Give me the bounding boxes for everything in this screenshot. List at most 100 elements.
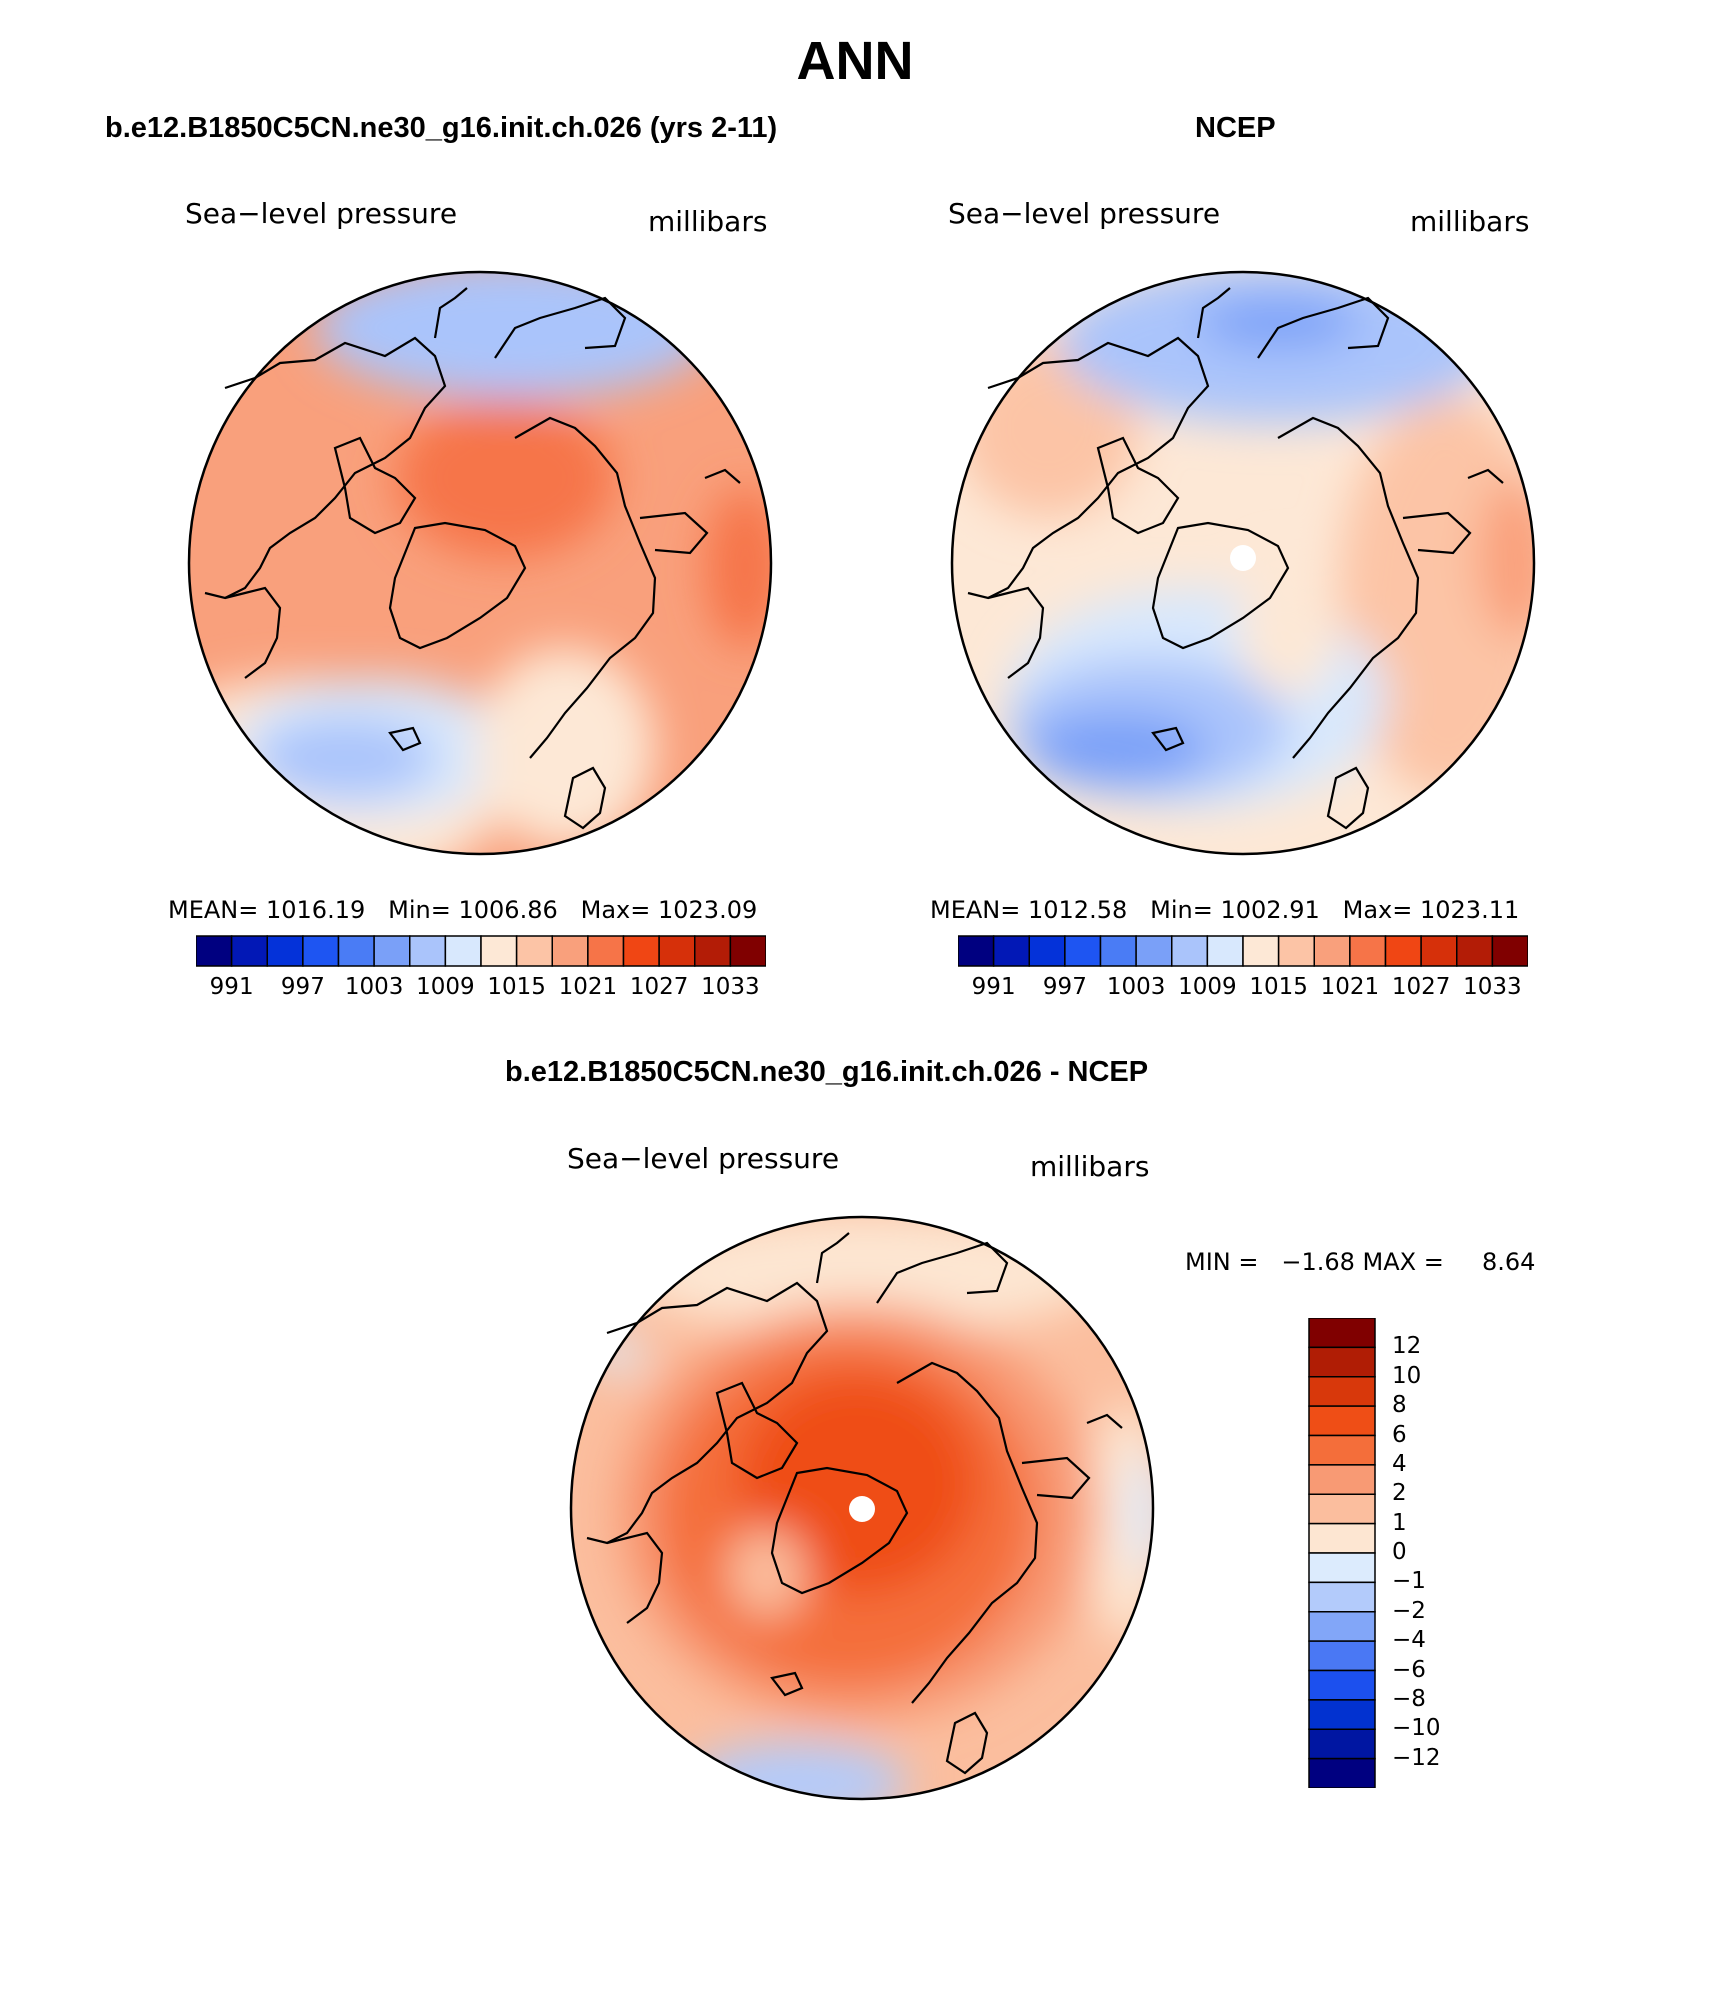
panel3-colorbar-tick-3: 6 <box>1392 1421 1407 1448</box>
panel2-colorbar-tick-0: 991 <box>971 974 1016 1000</box>
panel3-map-border <box>569 1215 1155 1801</box>
panel2-min-value: 1002.91 <box>1220 896 1320 924</box>
panel2-pole-missing <box>1230 545 1256 571</box>
panel2-field-icelandic-low <box>1028 713 1208 783</box>
panel3-minmax-text: MIN = −1.68 MAX = 8.64 <box>1185 1248 1536 1276</box>
panel1-min-value: 1006.86 <box>458 896 558 924</box>
panel3-colorbar-box-15 <box>1308 1757 1376 1788</box>
panel1-colorbar-ticks: 991 997 1003 1009 1015 1021 1027 1033 <box>196 974 766 1004</box>
panel3-colorbar-tick-11: −6 <box>1392 1656 1426 1683</box>
panel3-colorbar-box-0 <box>1308 1318 1376 1349</box>
panel3-colorbar-box-13 <box>1308 1699 1376 1730</box>
panel1-field-siberian-high <box>705 488 771 648</box>
panel1-colorbar-box-2 <box>266 935 304 967</box>
panel3-field-core-6 <box>737 1373 977 1593</box>
panel2-colorbar-box-4 <box>1099 935 1137 967</box>
panel2-colorbar-box-8 <box>1242 935 1280 967</box>
panel2-min-label: Min= <box>1150 896 1213 924</box>
panel2-colorbar-box-12 <box>1384 935 1422 967</box>
panel1-polar-map <box>187 270 773 856</box>
panel1-colorbar-tick-3: 1009 <box>416 974 475 1000</box>
panel2-mean-value: 1012.58 <box>1028 896 1128 924</box>
panel1-colorbar-tick-1: 997 <box>280 974 325 1000</box>
panel1-colorbar-tick-7: 1033 <box>701 974 760 1000</box>
panel3-pole-missing <box>849 1496 875 1522</box>
panel3-colorbar-box-4 <box>1308 1434 1376 1466</box>
panel3-colorbar-box-1 <box>1308 1346 1376 1378</box>
panel3-colorbar-tick-14: −12 <box>1392 1744 1441 1771</box>
panel3-colorbar-tick-1: 10 <box>1392 1362 1422 1389</box>
panel1-colorbar-box-4 <box>337 935 375 967</box>
panel2-colorbar-box-3 <box>1064 935 1102 967</box>
panel2-colorbar-tick-3: 1009 <box>1178 974 1237 1000</box>
panel1-colorbar <box>196 935 766 967</box>
panel2-colorbar-box-10 <box>1313 935 1351 967</box>
panel1-colorbar-box-9 <box>515 935 553 967</box>
panel1-min-label: Min= <box>388 896 451 924</box>
panel3-units-label: millibars <box>1030 1150 1150 1183</box>
panel2-field-siberian-high <box>1478 478 1534 638</box>
panel3-colorbar-box-6 <box>1308 1493 1376 1525</box>
panel2-case-title: NCEP <box>1195 112 1276 144</box>
panel3-colorbar-ticks: 12 10 8 6 4 2 1 0 −1 −2 −4 −6 −8 −10 −12 <box>1392 1318 1482 1788</box>
panel1-colorbar-tick-5: 1021 <box>558 974 618 1000</box>
panel3-colorbar-box-2 <box>1308 1376 1376 1407</box>
panel2-colorbar-tick-4: 1015 <box>1249 974 1308 1000</box>
panel2-map-border <box>950 270 1536 856</box>
panel2-mean-label: MEAN= <box>930 896 1021 924</box>
panel2-colorbar-ticks: 991 997 1003 1009 1015 1021 1027 1033 <box>958 974 1528 1004</box>
panel3-colorbar-tick-7: 0 <box>1392 1539 1407 1565</box>
panel3-colorbar-box-10 <box>1308 1611 1376 1642</box>
panel1-colorbar-box-3 <box>302 935 340 967</box>
panel3-field-europe-negative <box>687 1743 907 1799</box>
panel3-colorbar-tick-12: −8 <box>1392 1685 1426 1712</box>
panel1-colorbar-box-1 <box>230 935 268 967</box>
panel1-colorbar-box-11 <box>587 935 625 967</box>
panel3-colorbar-tick-6: 1 <box>1392 1509 1407 1536</box>
panel2-colorbar-box-1 <box>992 935 1030 967</box>
panel1-colorbar-box-10 <box>551 935 589 967</box>
panel3-colorbar-tick-5: 2 <box>1392 1480 1407 1507</box>
panel3-colorbar-tick-9: −2 <box>1392 1597 1426 1624</box>
panel1-colorbar-box-7 <box>444 935 482 967</box>
panel1-colorbar-box-12 <box>622 935 660 967</box>
panel1-coastlines <box>204 287 741 830</box>
panel1-colorbar-box-0 <box>196 935 233 967</box>
panel1-field-icelandic-low <box>255 718 435 798</box>
panel1-variable-label: Sea−level pressure <box>185 197 458 230</box>
panel1-case-title: b.e12.B1850C5CN.ne30_g16.init.ch.026 (yr… <box>105 112 778 144</box>
panel2-colorbar-box-9 <box>1277 935 1315 967</box>
panel3-colorbar-box-3 <box>1308 1405 1376 1437</box>
panel3-field-east-negative <box>1127 1453 1153 1573</box>
panel3-field-greenland-dip <box>727 1528 807 1618</box>
panel3-colorbar-tick-2: 8 <box>1392 1392 1407 1419</box>
panel2-colorbar-box-11 <box>1349 935 1387 967</box>
panel3-variable-label: Sea−level pressure <box>567 1142 840 1175</box>
panel1-colorbar-box-6 <box>409 935 447 967</box>
panel2-colorbar-box-13 <box>1420 935 1458 967</box>
panel1-units-label: millibars <box>648 205 768 238</box>
panel3-colorbar-tick-4: 4 <box>1392 1450 1407 1477</box>
panel1-field-polar-high <box>395 398 615 558</box>
panel3-colorbar <box>1308 1318 1376 1788</box>
panel2-colorbar-tick-1: 997 <box>1042 974 1087 1000</box>
panel1-mean-value: 1016.19 <box>266 896 366 924</box>
panel1-field-europe-band <box>475 648 655 848</box>
panel3-colorbar-tick-13: −10 <box>1392 1715 1441 1742</box>
panel2-max-label: Max= <box>1342 896 1413 924</box>
panel1-stats: MEAN= 1016.19 Min= 1006.86 Max= 1023.09 <box>168 896 757 924</box>
panel2-colorbar-tick-7: 1033 <box>1463 974 1522 1000</box>
panel2-stats: MEAN= 1012.58 Min= 1002.91 Max= 1023.11 <box>930 896 1519 924</box>
panel2-polar-map <box>950 270 1536 856</box>
panel2-units-label: millibars <box>1410 205 1530 238</box>
panel1-colorbar-box-13 <box>658 935 696 967</box>
panel1-colorbar-tick-6: 1027 <box>629 974 689 1000</box>
panel2-colorbar-tick-6: 1027 <box>1391 974 1451 1000</box>
panel3-colorbar-tick-8: −1 <box>1392 1568 1426 1595</box>
panel3-colorbar-box-12 <box>1308 1669 1376 1701</box>
panel1-map-border <box>187 270 773 856</box>
panel2-colorbar-box-15 <box>1491 935 1528 967</box>
panel3-case-title: b.e12.B1850C5CN.ne30_g16.init.ch.026 - N… <box>505 1056 1149 1088</box>
panel1-max-label: Max= <box>580 896 651 924</box>
panel3-colorbar-box-5 <box>1308 1464 1376 1495</box>
